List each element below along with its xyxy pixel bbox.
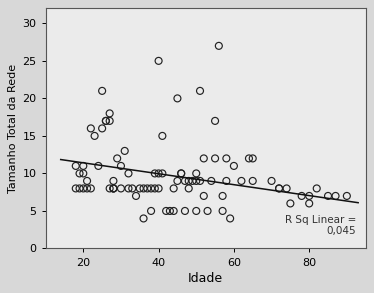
Point — [193, 171, 199, 176]
Point — [178, 171, 184, 176]
Point — [110, 186, 116, 191]
Point — [201, 156, 207, 161]
Point — [212, 156, 218, 161]
Point — [227, 216, 233, 221]
Point — [332, 194, 338, 198]
Point — [231, 163, 237, 168]
Point — [299, 194, 305, 198]
Point — [163, 209, 169, 213]
Point — [197, 179, 203, 183]
Point — [182, 179, 188, 183]
Point — [110, 186, 116, 191]
Point — [182, 209, 188, 213]
Point — [103, 119, 109, 123]
Point — [107, 111, 113, 116]
Point — [152, 186, 158, 191]
Point — [186, 179, 192, 183]
Y-axis label: Tamanho Total da Rede: Tamanho Total da Rede — [8, 64, 18, 193]
Point — [186, 186, 192, 191]
Point — [156, 171, 162, 176]
Point — [118, 186, 124, 191]
Point — [73, 163, 79, 168]
Point — [205, 209, 211, 213]
Point — [269, 179, 275, 183]
Point — [156, 59, 162, 63]
Point — [190, 179, 196, 183]
Point — [92, 134, 98, 138]
Point — [126, 186, 132, 191]
Point — [84, 186, 90, 191]
Point — [250, 179, 256, 183]
Point — [137, 186, 143, 191]
Text: R Sq Linear =
0,045: R Sq Linear = 0,045 — [285, 215, 356, 236]
Point — [314, 186, 320, 191]
Point — [141, 216, 147, 221]
Point — [201, 194, 207, 198]
Point — [208, 179, 214, 183]
Point — [80, 163, 86, 168]
Point — [118, 163, 124, 168]
Point — [223, 156, 229, 161]
Point — [171, 186, 177, 191]
Point — [99, 88, 105, 93]
X-axis label: Idade: Idade — [188, 272, 223, 285]
Point — [129, 186, 135, 191]
Point — [156, 186, 162, 191]
Point — [77, 186, 83, 191]
Point — [144, 186, 150, 191]
Point — [178, 171, 184, 176]
Point — [148, 209, 154, 213]
Point — [110, 179, 116, 183]
Point — [174, 96, 180, 101]
Point — [126, 171, 132, 176]
Point — [283, 186, 289, 191]
Point — [107, 119, 113, 123]
Point — [193, 209, 199, 213]
Point — [250, 156, 256, 161]
Point — [133, 194, 139, 198]
Point — [193, 179, 199, 183]
Point — [306, 201, 312, 206]
Point — [197, 88, 203, 93]
Point — [141, 186, 147, 191]
Point — [114, 156, 120, 161]
Point — [276, 186, 282, 191]
Point — [223, 179, 229, 183]
Point — [171, 209, 177, 213]
Point — [239, 179, 245, 183]
Point — [306, 194, 312, 198]
Point — [246, 156, 252, 161]
Point — [159, 134, 165, 138]
Point — [148, 186, 154, 191]
Point — [80, 171, 86, 176]
Point — [216, 44, 222, 48]
Point — [84, 179, 90, 183]
Point — [99, 126, 105, 131]
Point — [107, 186, 113, 191]
Point — [88, 186, 94, 191]
Point — [110, 186, 116, 191]
Point — [122, 149, 128, 153]
Point — [325, 194, 331, 198]
Point — [152, 171, 158, 176]
Point — [276, 186, 282, 191]
Point — [212, 119, 218, 123]
Point — [174, 179, 180, 183]
Point — [103, 119, 109, 123]
Point — [287, 201, 293, 206]
Point — [77, 171, 83, 176]
Point — [220, 194, 226, 198]
Point — [220, 209, 226, 213]
Point — [73, 186, 79, 191]
Point — [167, 209, 173, 213]
Point — [159, 171, 165, 176]
Point — [88, 126, 94, 131]
Point — [344, 194, 350, 198]
Point — [80, 186, 86, 191]
Point — [95, 163, 101, 168]
